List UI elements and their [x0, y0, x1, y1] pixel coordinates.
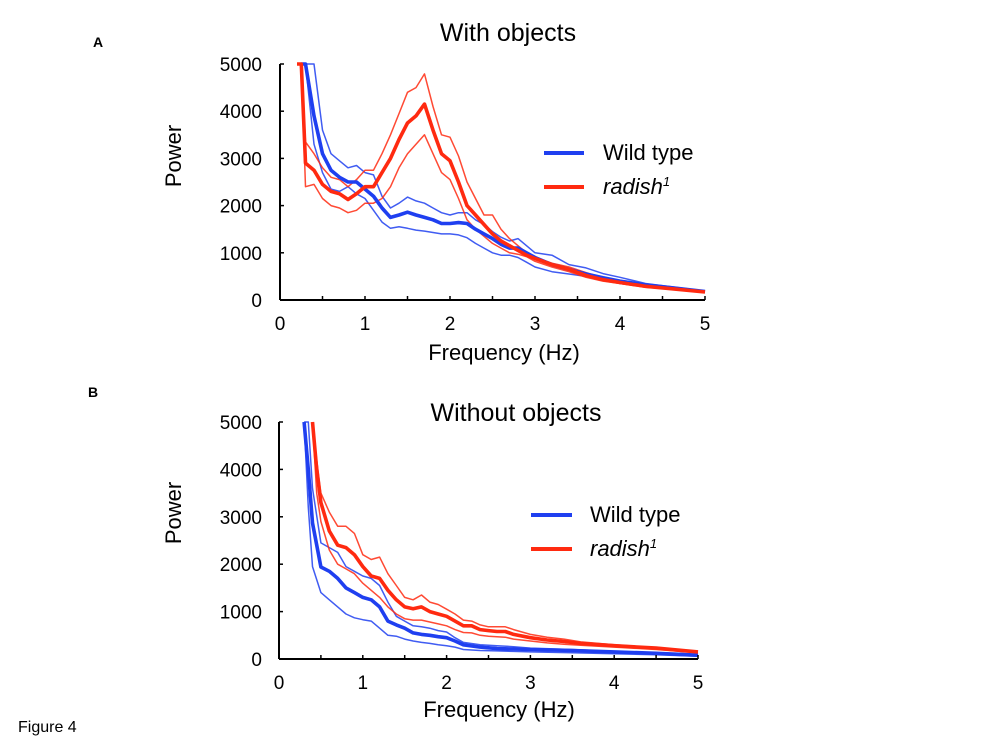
- plot-lines: [302, 421, 699, 657]
- figure-caption: Figure 4: [18, 719, 77, 736]
- y-tick-label: 5000: [220, 55, 262, 76]
- series-line-radish-mean: [297, 62, 706, 294]
- legend-label-wild-type: Wild type: [603, 140, 693, 165]
- y-tick-label: 0: [251, 291, 262, 312]
- y-tick-label: 4000: [220, 460, 262, 481]
- y-tick-label: 1000: [220, 603, 262, 624]
- ticks: 0 1000 2000 3000 4000 5000 0 1 2 3 4 5: [220, 55, 711, 335]
- series-line-radish-upper: [311, 421, 699, 653]
- series-line-radish-lower: [297, 63, 706, 294]
- x-tick-label: 3: [525, 673, 536, 694]
- series-line-radish-lower: [311, 421, 699, 654]
- x-tick-label: 1: [360, 314, 371, 335]
- x-tick-label: 0: [275, 314, 286, 335]
- y-tick-label: 3000: [220, 508, 262, 529]
- legend-label-radish-text: radish: [590, 536, 650, 561]
- chart-panel-b: Without objects 0 1000 2000 3000 4000 5000 0 1 2…: [161, 399, 703, 722]
- y-tick-label: 2000: [220, 197, 262, 218]
- x-tick-label: 0: [274, 673, 285, 694]
- legend-label-radish-superscript: 1: [650, 536, 657, 551]
- panel-label-b: B: [88, 384, 98, 400]
- chart-title: Without objects: [431, 399, 602, 427]
- ticks: 0 1000 2000 3000 4000 5000 0 1 2 3 4 5: [220, 413, 704, 694]
- x-tick-label: 2: [445, 314, 456, 335]
- y-tick-label: 3000: [220, 149, 262, 170]
- legend-label-radish: radish1: [603, 174, 670, 199]
- series-line-radish-upper: [297, 63, 706, 293]
- legend-label-wild-type: Wild type: [590, 502, 680, 527]
- x-tick-label: 5: [693, 673, 704, 694]
- x-tick-label: 4: [609, 673, 620, 694]
- y-tick-label: 2000: [220, 555, 262, 576]
- series-line-radish-mean: [310, 421, 699, 654]
- legend-label-radish-text: radish: [603, 174, 663, 199]
- x-axis-label: Frequency (Hz): [428, 340, 580, 365]
- y-tick-label: 4000: [220, 102, 262, 123]
- legend-label-radish: radish1: [590, 536, 657, 561]
- panel-label-a: A: [93, 34, 103, 50]
- x-tick-label: 5: [700, 314, 711, 335]
- x-tick-label: 4: [615, 314, 626, 335]
- y-axis-label: Power: [161, 482, 186, 544]
- legend: Wild type radish1: [544, 140, 693, 199]
- series-line-wild-type-lower: [303, 421, 699, 657]
- x-axis-label: Frequency (Hz): [423, 697, 575, 722]
- series-line-wild-type-upper: [305, 63, 706, 292]
- legend: Wild type radish1: [531, 502, 680, 561]
- plot-lines: [297, 62, 706, 294]
- y-tick-label: 0: [251, 650, 262, 671]
- chart-panel-a: With objects 0 1000 2000 3000 4000 5000 0 1 2 3 4 5…: [161, 19, 710, 365]
- y-tick-label: 1000: [220, 244, 262, 265]
- chart-title: With objects: [440, 19, 576, 47]
- series-line-wild-type-mean: [302, 421, 699, 657]
- y-axis-label: Power: [161, 125, 186, 187]
- y-tick-label: 5000: [220, 413, 262, 434]
- legend-label-radish-superscript: 1: [663, 174, 670, 189]
- x-tick-label: 2: [441, 673, 452, 694]
- series-line-wild-type-upper: [304, 421, 699, 656]
- x-tick-label: 3: [530, 314, 541, 335]
- x-tick-label: 1: [358, 673, 369, 694]
